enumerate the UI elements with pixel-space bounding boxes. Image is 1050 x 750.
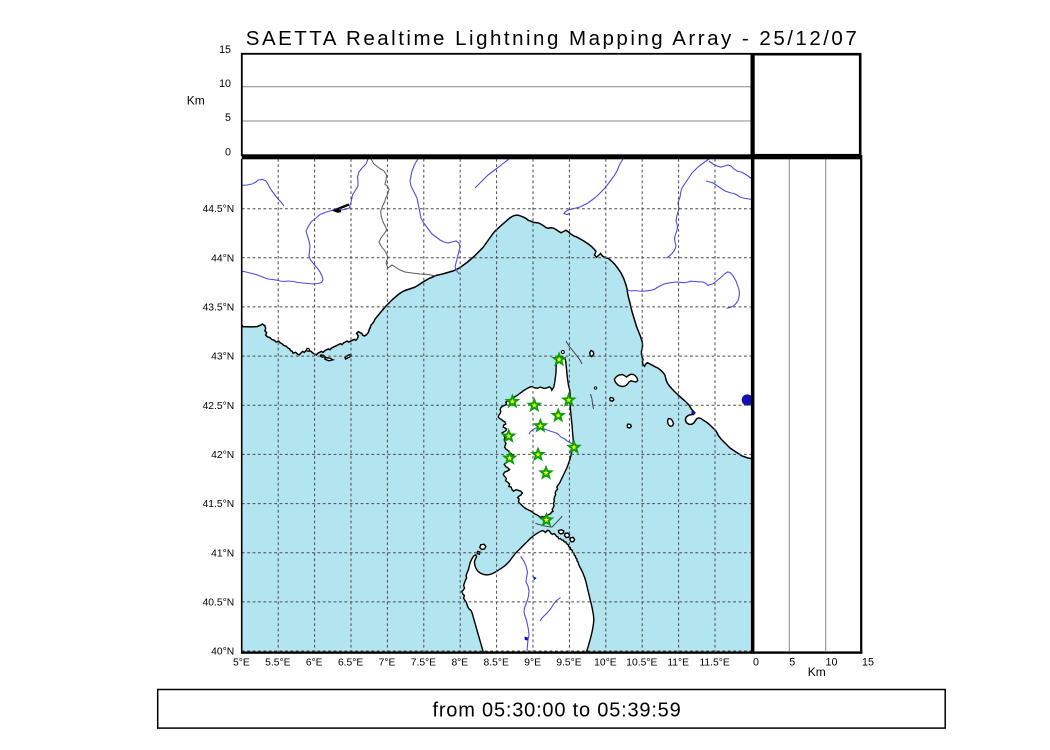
svg-text:6.5°E: 6.5°E <box>338 658 363 669</box>
svg-text:10.5°E: 10.5°E <box>626 658 657 669</box>
svg-text:0: 0 <box>753 657 759 669</box>
svg-text:10°E: 10°E <box>594 658 617 669</box>
svg-text:SAETTA Realtime Lightning Mapp: SAETTA Realtime Lightning Mapping Array … <box>246 27 859 50</box>
svg-text:5.5°E: 5.5°E <box>265 658 290 669</box>
svg-text:10: 10 <box>219 78 231 90</box>
svg-text:41.5°N: 41.5°N <box>203 499 235 510</box>
svg-text:44°N: 44°N <box>211 253 234 264</box>
svg-text:40°N: 40°N <box>211 647 234 658</box>
svg-text:11.5°E: 11.5°E <box>699 658 729 669</box>
svg-text:42.5°N: 42.5°N <box>203 401 235 412</box>
svg-text:6°E: 6°E <box>306 658 323 669</box>
svg-text:8°E: 8°E <box>451 658 468 669</box>
svg-text:8.5°E: 8.5°E <box>484 658 509 669</box>
svg-text:5°E: 5°E <box>233 658 250 669</box>
svg-text:from 05:30:00 to 05:39:59: from 05:30:00 to 05:39:59 <box>432 700 681 722</box>
svg-text:5: 5 <box>789 657 795 669</box>
svg-text:10: 10 <box>826 657 838 669</box>
svg-text:11°E: 11°E <box>667 658 689 669</box>
svg-text:9.5°E: 9.5°E <box>556 658 581 669</box>
svg-text:40.5°N: 40.5°N <box>203 597 235 608</box>
svg-text:0: 0 <box>225 146 231 158</box>
svg-text:42°N: 42°N <box>211 450 234 461</box>
svg-text:15: 15 <box>862 657 874 669</box>
svg-text:41°N: 41°N <box>211 548 234 559</box>
svg-text:Km: Km <box>808 665 826 679</box>
svg-text:5: 5 <box>225 112 231 124</box>
svg-text:43°N: 43°N <box>211 352 234 363</box>
svg-text:7.5°E: 7.5°E <box>411 658 436 669</box>
svg-text:15: 15 <box>219 44 231 56</box>
svg-text:7°E: 7°E <box>379 658 396 669</box>
svg-text:43.5°N: 43.5°N <box>203 303 235 314</box>
svg-text:9°E: 9°E <box>524 658 541 669</box>
svg-text:Km: Km <box>187 94 205 108</box>
svg-text:44.5°N: 44.5°N <box>203 204 235 215</box>
